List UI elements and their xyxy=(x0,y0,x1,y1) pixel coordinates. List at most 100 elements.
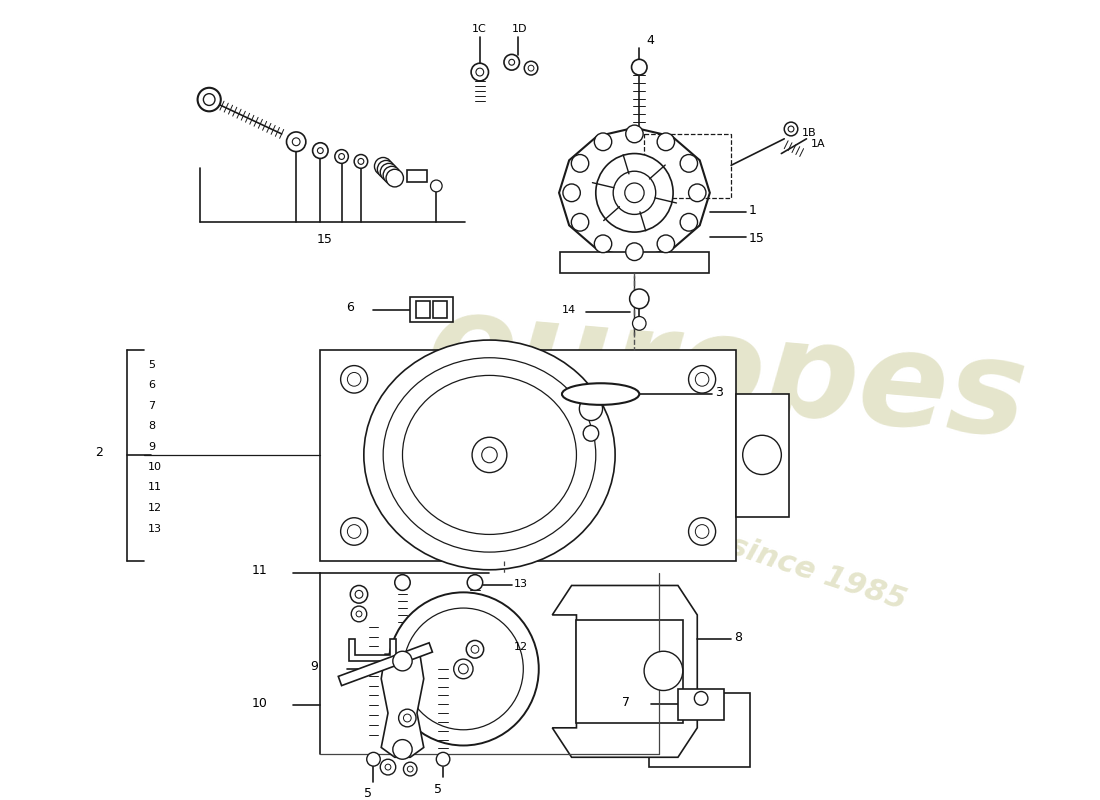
Circle shape xyxy=(689,518,716,546)
Circle shape xyxy=(393,740,412,759)
Circle shape xyxy=(407,766,414,772)
Text: europes: europes xyxy=(421,285,1032,464)
Circle shape xyxy=(476,68,484,76)
Circle shape xyxy=(398,709,416,727)
Text: 1D: 1D xyxy=(512,24,527,34)
Text: 9: 9 xyxy=(148,442,155,452)
Circle shape xyxy=(385,764,390,770)
Text: 2: 2 xyxy=(95,446,103,459)
Text: 5: 5 xyxy=(364,787,372,800)
Text: 1C: 1C xyxy=(472,24,487,34)
Bar xyxy=(410,297,453,322)
Circle shape xyxy=(482,447,497,462)
Text: 11: 11 xyxy=(252,564,267,578)
Bar xyxy=(416,301,429,318)
Ellipse shape xyxy=(403,375,576,534)
Text: 4: 4 xyxy=(646,34,653,47)
Circle shape xyxy=(374,158,392,175)
Circle shape xyxy=(472,438,507,473)
Bar xyxy=(407,170,427,182)
Circle shape xyxy=(596,154,673,232)
Circle shape xyxy=(680,154,697,172)
Circle shape xyxy=(571,214,588,231)
Text: 14: 14 xyxy=(562,305,576,314)
Circle shape xyxy=(453,659,473,678)
Circle shape xyxy=(631,59,647,75)
Circle shape xyxy=(580,397,603,421)
Circle shape xyxy=(625,183,645,202)
Circle shape xyxy=(594,235,612,253)
Text: 12: 12 xyxy=(514,642,528,652)
Circle shape xyxy=(626,125,644,142)
Circle shape xyxy=(356,611,362,617)
Circle shape xyxy=(386,170,404,187)
Bar xyxy=(645,134,732,198)
Text: 7: 7 xyxy=(148,401,155,411)
Circle shape xyxy=(377,161,395,178)
Circle shape xyxy=(381,759,396,775)
Circle shape xyxy=(657,133,674,150)
Text: 15: 15 xyxy=(748,233,764,246)
Circle shape xyxy=(204,94,214,106)
Circle shape xyxy=(293,138,300,146)
Circle shape xyxy=(404,608,524,730)
Text: 13: 13 xyxy=(148,523,163,534)
Text: 13: 13 xyxy=(514,578,528,589)
Ellipse shape xyxy=(383,358,596,552)
Circle shape xyxy=(388,592,539,746)
Ellipse shape xyxy=(364,340,615,570)
Polygon shape xyxy=(350,639,396,661)
Circle shape xyxy=(695,373,708,386)
Circle shape xyxy=(525,62,538,75)
Circle shape xyxy=(689,184,706,202)
Bar xyxy=(678,689,724,720)
Circle shape xyxy=(583,426,598,441)
Circle shape xyxy=(318,148,323,154)
Circle shape xyxy=(594,133,612,150)
Circle shape xyxy=(354,154,367,168)
Bar xyxy=(649,694,750,767)
Bar xyxy=(433,301,447,318)
Circle shape xyxy=(694,691,708,706)
Circle shape xyxy=(509,59,515,65)
Text: 6: 6 xyxy=(148,380,155,390)
Circle shape xyxy=(613,171,656,214)
Circle shape xyxy=(350,586,367,603)
Text: 9: 9 xyxy=(310,661,318,674)
Circle shape xyxy=(351,606,366,622)
Text: 12: 12 xyxy=(148,503,163,513)
Bar xyxy=(320,350,736,561)
Circle shape xyxy=(383,166,400,184)
Circle shape xyxy=(286,132,306,151)
Circle shape xyxy=(355,590,363,598)
Circle shape xyxy=(334,150,349,163)
Text: 7: 7 xyxy=(621,696,629,709)
Text: 5: 5 xyxy=(148,360,155,370)
Circle shape xyxy=(404,714,411,722)
Circle shape xyxy=(459,664,469,674)
Polygon shape xyxy=(559,128,710,258)
Circle shape xyxy=(695,525,708,538)
Bar xyxy=(736,394,789,517)
Circle shape xyxy=(471,63,488,81)
Text: 1: 1 xyxy=(748,204,757,217)
Circle shape xyxy=(632,317,646,330)
Circle shape xyxy=(312,142,328,158)
Circle shape xyxy=(689,366,716,393)
Text: 1A: 1A xyxy=(811,138,825,149)
Circle shape xyxy=(437,752,450,766)
Text: 5: 5 xyxy=(434,783,442,796)
Circle shape xyxy=(341,518,367,546)
Circle shape xyxy=(366,752,381,766)
Circle shape xyxy=(657,235,674,253)
Circle shape xyxy=(645,651,683,690)
Text: 10: 10 xyxy=(148,462,163,472)
Text: 11: 11 xyxy=(148,482,163,492)
Circle shape xyxy=(393,651,412,671)
Text: 8: 8 xyxy=(734,631,742,644)
Text: 15: 15 xyxy=(317,234,332,246)
Circle shape xyxy=(626,243,644,261)
Circle shape xyxy=(742,435,781,474)
Circle shape xyxy=(468,574,483,590)
Circle shape xyxy=(680,214,697,231)
